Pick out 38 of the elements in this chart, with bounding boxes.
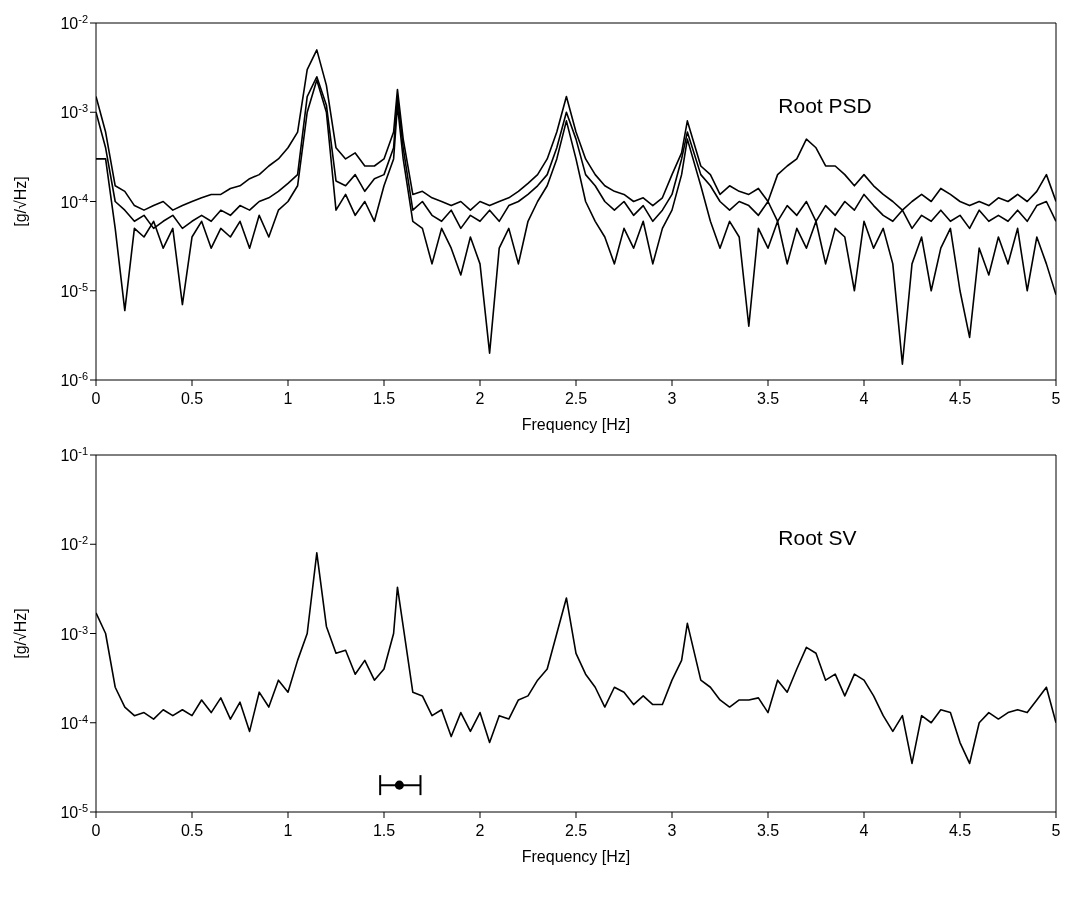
x-axis-title: Frequency [Hz] — [521, 416, 631, 433]
x-tick-label: 1 — [283, 390, 293, 407]
x-tick-label: 4 — [859, 822, 869, 839]
y-tick-label: 10$^{-3}$ — [60, 102, 88, 122]
x-tick-label: 0 — [91, 390, 101, 407]
annotation: Root SV — [778, 525, 857, 550]
y-axis-title: [g/√Hz] — [11, 608, 29, 659]
x-axis-title: Frequency [Hz] — [521, 848, 631, 865]
x-tick-label: 2.5 — [564, 822, 588, 839]
x-tick-label: 0.5 — [180, 390, 204, 407]
y-tick-label: 10$^{-6}$ — [60, 370, 88, 389]
x-tick-label: 5 — [1051, 390, 1061, 407]
y-tick-label: 10$^{-4}$ — [60, 191, 88, 211]
x-tick-label: 4.5 — [948, 390, 972, 407]
x-tick-label: 0.5 — [180, 822, 204, 839]
x-tick-label: 2.5 — [564, 390, 588, 407]
y-tick-label: 10$^{-4}$ — [60, 712, 88, 732]
x-tick-label: 4.5 — [948, 822, 972, 839]
y-tick-label: 10$^{-2}$ — [60, 534, 88, 554]
y-tick-label: 10$^{-5}$ — [60, 280, 88, 300]
y-tick-label: 10$^{-5}$ — [60, 802, 88, 821]
y-tick-label: 10$^{-2}$ — [60, 13, 88, 32]
x-tick-label: 3.5 — [756, 822, 780, 839]
x-tick-label: 2 — [475, 822, 485, 839]
x-tick-label: 1.5 — [372, 390, 396, 407]
x-tick-label: 5 — [1051, 822, 1061, 839]
x-tick-label: 3.5 — [756, 390, 780, 407]
y-tick-label: 10$^{-3}$ — [60, 623, 88, 643]
y-tick-label: 10$^{-1}$ — [60, 445, 88, 464]
x-tick-label: 1.5 — [372, 822, 396, 839]
x-tick-label: 2 — [475, 390, 485, 407]
annotation: Root PSD — [778, 93, 872, 118]
x-tick-label: 3 — [667, 390, 677, 407]
x-tick-label: 1 — [283, 822, 293, 839]
x-tick-label: 0 — [91, 822, 101, 839]
y-axis-title: [g/√Hz] — [11, 176, 29, 227]
x-tick-label: 4 — [859, 390, 869, 407]
x-tick-label: 3 — [667, 822, 677, 839]
